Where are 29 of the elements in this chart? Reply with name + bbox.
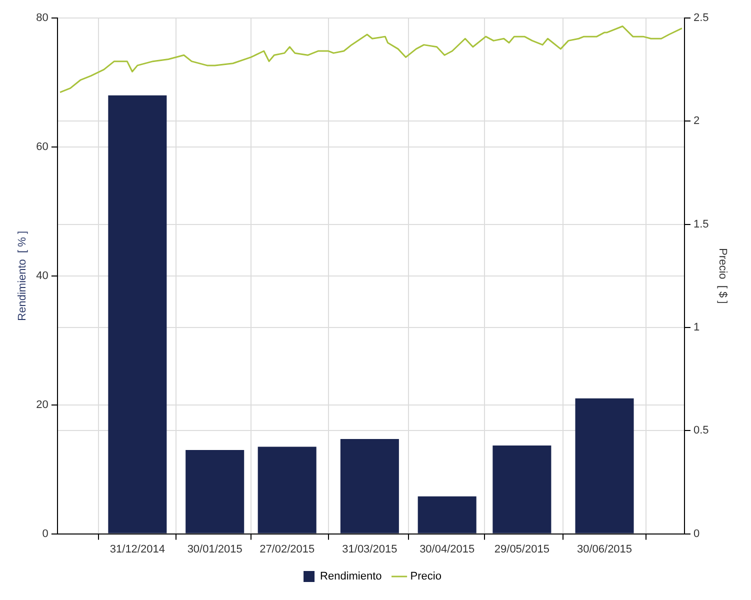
legend-label: Precio [410,570,442,583]
x-tick-label: 31/03/2015 [342,543,398,556]
bar [575,398,634,534]
y-axis-title: Rendimiento [ % ] [16,230,29,321]
y2-tick-label: 0.5 [694,424,709,437]
y-tick-label: 20 [36,398,48,411]
x-tick-label: 30/01/2015 [187,543,242,556]
x-tick-label: 30/04/2015 [420,543,475,556]
x-tick-label: 27/02/2015 [260,543,315,556]
y2-axis-title: Precio [ $ ] [716,248,728,304]
x-tick-label: 31/12/2014 [110,543,165,556]
bar [492,445,552,534]
legend-label: Rendimiento [320,570,382,583]
y-tick-label: 80 [36,12,48,24]
y2-tick-label: 0 [694,528,700,540]
y2-tick-label: 1 [694,322,700,334]
y-tick-label: 40 [36,270,48,282]
y2-tick-label: 2 [694,115,700,128]
bar [418,496,476,534]
y-tick-label: 0 [42,528,48,540]
bar [186,450,244,534]
y-tick-label: 60 [36,140,48,153]
bar [108,95,167,534]
x-tick-label: 29/05/2015 [494,543,550,556]
bar [340,439,399,534]
y2-tick-label: 1.5 [694,218,709,230]
bar [258,446,316,534]
y2-tick-label: 2.5 [694,12,709,24]
x-tick-label: 30/06/2015 [576,543,632,556]
